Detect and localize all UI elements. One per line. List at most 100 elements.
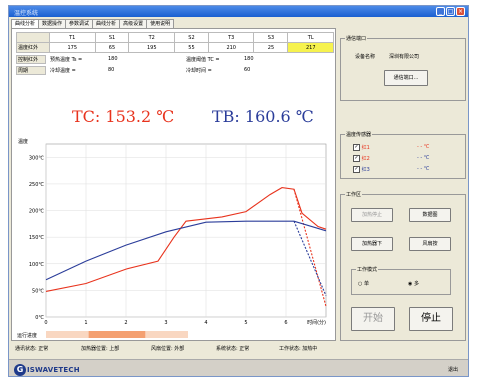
- info-row-label: 周期: [16, 66, 46, 75]
- stop-button[interactable]: 停止: [409, 307, 453, 331]
- company-logo: G ISWAVETECH: [14, 364, 80, 376]
- info-row-label: 控制红外: [16, 55, 46, 64]
- mode-label: 单: [363, 281, 369, 287]
- title-bar: 温控系统 _ □ ×: [9, 6, 468, 17]
- comm-group: 通信端口 设备名称 深圳有限公司 通信端口...: [340, 35, 466, 101]
- status-item: 系统状态: 正常: [216, 346, 250, 352]
- group-title: 工作模式: [356, 266, 379, 273]
- sensor-value: - - ℃: [417, 155, 430, 161]
- table-header: T3: [207, 32, 255, 43]
- comm-port-button[interactable]: 通信端口...: [384, 70, 428, 86]
- x-tick-label: 4: [204, 320, 207, 326]
- minimize-button[interactable]: _: [436, 7, 445, 16]
- checkbox-icon[interactable]: ✓: [353, 166, 360, 173]
- mode-option-single[interactable]: ○ 单: [358, 281, 369, 287]
- y-tick-label: 300℃: [29, 155, 45, 161]
- y-tick-label: 50℃: [32, 288, 44, 294]
- progress-label: 运行进度: [17, 332, 37, 338]
- maximize-button[interactable]: □: [446, 7, 455, 16]
- y-tick-label: 100℃: [29, 262, 45, 268]
- table-cell[interactable]: 65: [94, 42, 130, 53]
- x-tick-label: 1: [84, 320, 87, 326]
- progress-segment: [145, 331, 188, 338]
- info-row: 周期 冷却温度 = 80 冷却时间 = 60: [16, 66, 334, 76]
- table-cell-highlight[interactable]: 217: [287, 42, 334, 53]
- mode-label: 多: [413, 281, 419, 287]
- table-row: 温度红外 175 65 195 55 210 25 217: [16, 42, 334, 53]
- logo-mark-icon: G: [14, 364, 26, 376]
- mode-option-multi[interactable]: ◉ 多: [408, 281, 419, 287]
- y-tick-label: 0℃: [35, 315, 44, 321]
- table-header: TL: [287, 32, 334, 43]
- work-group: 工作区 加热停止 数据图 加热器下 风扇按 工作模式 ○ 单 ◉ 多 开始 停止: [340, 191, 466, 341]
- progress-bar: 运行进度: [17, 331, 188, 338]
- tab-5[interactable]: 使用说明: [146, 19, 175, 29]
- main-panel: T1 S1 T2 S2 T3 S3 TL 温度红外 175 65 195 55 …: [11, 28, 336, 341]
- sensor-checkbox[interactable]: ✓ 红2 - - ℃: [353, 155, 429, 162]
- x-tick-label: 3: [164, 320, 167, 326]
- start-button[interactable]: 开始: [351, 307, 395, 331]
- table-cell[interactable]: 175: [49, 42, 96, 53]
- table-cell[interactable]: 195: [128, 42, 175, 53]
- row-label: 温度红外: [16, 42, 50, 53]
- info-label: 冷却温度 =: [50, 68, 76, 74]
- checkbox-icon[interactable]: ✓: [353, 155, 360, 162]
- exit-label[interactable]: 退出: [447, 367, 458, 373]
- series-line: [45, 187, 327, 292]
- tc-readout: TC: 153.2 ℃: [72, 107, 175, 126]
- x-tick-label: 0: [44, 320, 47, 326]
- fan-button[interactable]: 风扇按: [409, 237, 451, 251]
- sensor-name: 红3: [361, 167, 370, 173]
- heater-down-button[interactable]: 加热器下: [351, 237, 393, 251]
- progress-segment: [46, 331, 89, 338]
- info-value[interactable]: 60: [244, 67, 251, 73]
- table-header: S3: [253, 32, 289, 43]
- heat-stop-button[interactable]: 加热停止: [351, 208, 393, 222]
- y-axis-label: 温度: [18, 138, 28, 145]
- series-line-dashed: [293, 189, 327, 307]
- table-header: S2: [173, 32, 209, 43]
- sensor-name: 红1: [361, 145, 370, 151]
- mode-group: 工作模式 ○ 单 ◉ 多: [351, 266, 451, 295]
- close-button[interactable]: ×: [456, 7, 465, 16]
- status-item: 通讯状态: 正常: [15, 346, 49, 352]
- temperature-table: T1 S1 T2 S2 T3 S3 TL 温度红外 175 65 195 55 …: [16, 32, 334, 53]
- info-label: 预热温度 Ts =: [50, 57, 83, 63]
- table-header: T1: [49, 32, 96, 43]
- info-value[interactable]: 80: [108, 67, 115, 73]
- main-window: 温控系统 _ □ × 曲线分析 数据操作 参数调试 曲线分析 高级设置 使用说明…: [8, 5, 469, 377]
- info-label: 冷却时间 =: [186, 68, 212, 74]
- y-tick-label: 250℃: [29, 182, 45, 188]
- window-title: 温控系统: [14, 10, 39, 17]
- table-header: T2: [128, 32, 175, 43]
- group-title: 工作区: [345, 191, 363, 198]
- info-row: 控制红外 预热温度 Ts = 180 温度阈值 TC = 180: [16, 55, 334, 65]
- table-cell[interactable]: 210: [207, 42, 255, 53]
- sensor-value: - - ℃: [417, 144, 430, 150]
- status-item: 加热器位置: 上部: [81, 346, 120, 352]
- series-line-dashed: [293, 220, 327, 296]
- tab-bar: 曲线分析 数据操作 参数调试 曲线分析 高级设置 使用说明: [11, 19, 175, 29]
- info-label: 温度阈值 TC =: [186, 57, 220, 63]
- table-header: [16, 32, 50, 43]
- group-title: 温度传感器: [345, 131, 373, 138]
- sensor-checkbox[interactable]: ✓ 红1 - - ℃: [353, 144, 429, 151]
- series-line: [45, 220, 327, 281]
- x-tick-label: 2: [124, 320, 127, 326]
- data-chart-button[interactable]: 数据图: [409, 208, 451, 222]
- tb-readout: TB: 160.6 ℃: [212, 107, 314, 126]
- x-tick-label: 6: [284, 320, 287, 326]
- info-value[interactable]: 180: [108, 56, 118, 62]
- status-bar: 通讯状态: 正常 加热器位置: 上部 风扇位置: 外部 系统状态: 正常 工作状…: [11, 343, 336, 353]
- sensor-checkbox[interactable]: ✓ 红3 - - ℃: [353, 166, 429, 173]
- status-item: 风扇位置: 外部: [151, 346, 185, 352]
- company-name: 深圳有限公司: [389, 54, 420, 60]
- sensor-group: 温度传感器 ✓ 红1 - - ℃ ✓ 红2 - - ℃ ✓ 红3 - - ℃: [340, 131, 466, 179]
- info-value[interactable]: 180: [244, 56, 254, 62]
- checkbox-icon[interactable]: ✓: [353, 144, 360, 151]
- table-cell[interactable]: 25: [253, 42, 289, 53]
- table-cell[interactable]: 55: [173, 42, 209, 53]
- device-label: 设备名称: [355, 54, 376, 60]
- x-tick-label: 5: [244, 320, 247, 326]
